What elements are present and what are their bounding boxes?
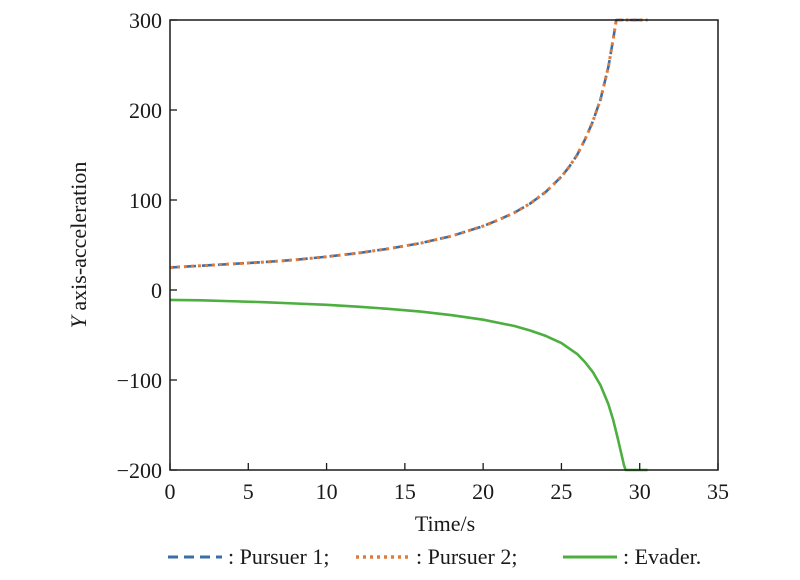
x-tick-label: 15 bbox=[394, 479, 416, 504]
y-tick-label: −100 bbox=[117, 368, 162, 393]
y-ticks: −200 −100 0 100 200 300 bbox=[117, 8, 177, 483]
series-line-pursuer-1 bbox=[169, 18, 648, 269]
plot-frame bbox=[169, 19, 719, 471]
y-tick-label: 300 bbox=[129, 8, 162, 33]
x-tick-label: 30 bbox=[629, 479, 651, 504]
series-line-pursuer-2 bbox=[169, 18, 648, 269]
legend: : Pursuer 1; : Pursuer 2; : Evader. bbox=[168, 544, 701, 569]
y-tick-label: −200 bbox=[117, 458, 162, 483]
x-tick-label: 20 bbox=[472, 479, 494, 504]
x-tick-label: 0 bbox=[165, 479, 176, 504]
svg-text:Y axis-acceleration: Y axis-acceleration bbox=[66, 162, 91, 329]
legend-label-pursuer-2: : Pursuer 2; bbox=[416, 544, 517, 569]
y-axis-label-italic: Y bbox=[66, 313, 91, 328]
x-tick-label: 5 bbox=[243, 479, 254, 504]
x-tick-label: 10 bbox=[316, 479, 338, 504]
x-tick-label: 35 bbox=[707, 479, 729, 504]
y-tick-label: 0 bbox=[151, 278, 162, 303]
legend-label-evader: : Evader. bbox=[623, 544, 701, 569]
x-axis-label: Time/s bbox=[415, 511, 475, 536]
x-tick-label: 25 bbox=[550, 479, 572, 504]
y-tick-label: 100 bbox=[129, 188, 162, 213]
y-tick-label: 200 bbox=[129, 98, 162, 123]
series-layer bbox=[169, 18, 648, 472]
legend-label-pursuer-1: : Pursuer 1; bbox=[228, 544, 329, 569]
series-line-evader bbox=[169, 298, 648, 472]
y-axis-label: Y axis-acceleration bbox=[66, 162, 91, 329]
y-axis-label-rest: axis-acceleration bbox=[66, 162, 91, 317]
x-ticks: 0 5 10 15 20 25 30 35 bbox=[165, 463, 729, 504]
